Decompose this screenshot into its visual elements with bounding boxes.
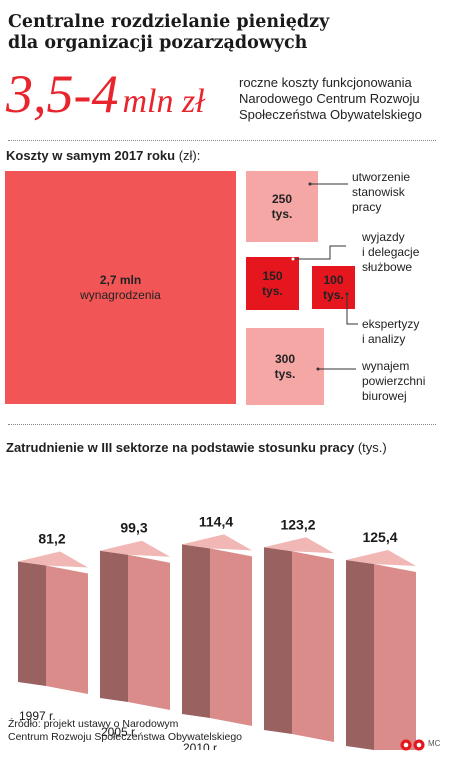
annotation-delegacje-line-1: wyjazdy — [362, 230, 405, 244]
cost-value-biuro: 300 tys. — [274, 351, 296, 381]
bar-4: 123,22012 r. — [264, 516, 334, 742]
divider-middle — [8, 424, 436, 425]
leader-ekspertyzy — [346, 294, 358, 325]
bar-1-side — [46, 565, 88, 694]
bar-2-top — [100, 540, 170, 557]
total-amount: 3,5-4 mln zł — [6, 64, 205, 124]
amount-desc-line-3: Społeczeństwa Obywatelskiego — [239, 107, 422, 122]
costs-section-label-unit: (zł): — [178, 148, 201, 163]
annotation-biuro: wynajem powierzchni biurowej — [362, 359, 425, 404]
total-amount-value: 3,5-4 — [6, 64, 119, 124]
cost-box-ekspertyzy: 100 tys. — [312, 266, 355, 309]
bar-3-front — [182, 544, 210, 718]
annotation-ekspertyzy-line-1: ekspertyzy — [362, 317, 420, 331]
annotation-delegacje: wyjazdy i delegacje służbowe — [362, 230, 419, 275]
bar-2-value-label: 99,3 — [120, 520, 147, 536]
total-amount-unit: mln zł — [122, 83, 205, 120]
cost-name-wynagrodzenia: wynagrodzenia — [80, 287, 161, 302]
leader-dot-biuro — [316, 367, 320, 371]
publisher-logo: MC — [400, 737, 444, 753]
source-note: Źródło: projekt ustawy o Narodowym Centr… — [8, 718, 242, 744]
employment-section-label-bold: Zatrudnienie w III sektorze na podstawie… — [6, 440, 355, 455]
annotation-stanowiska: utworzenie stanowisk pracy — [352, 170, 410, 215]
bar-1-top — [18, 551, 88, 568]
bar-2-front — [100, 550, 128, 702]
annotation-ekspertyzy: ekspertyzy i analizy — [362, 317, 419, 347]
bar-1: 81,2 1997 r. — [18, 531, 88, 723]
annotation-delegacje-line-2: i delegacje — [362, 245, 420, 259]
total-amount-description: roczne koszty funkcjonowania Narodowego … — [239, 75, 444, 123]
bar-4-side — [292, 551, 334, 742]
employment-bar-chart: 81,2 1997 r. 99,3 2005 r. 114,4 2010 r. 123,22… — [18, 513, 416, 750]
leader-dot-stanowiska — [308, 182, 312, 186]
annotation-stanowiska-line-3: pracy — [352, 200, 382, 214]
cost-box-stanowiska: 250 tys. — [246, 171, 318, 242]
cost-box-biuro: 300 tys. — [246, 328, 324, 405]
publisher-logo-text: MC — [428, 739, 441, 748]
bar-5-top — [346, 550, 416, 566]
cost-value-stanowiska: 250 tys. — [271, 191, 293, 221]
bar-3-top — [182, 534, 252, 551]
bar-1-year-label: 1997 r. — [19, 709, 56, 723]
amount-desc-line-2: Narodowego Centrum Rozwoju — [239, 91, 420, 106]
bar-2-year-label: 2005 r. — [101, 725, 138, 739]
costs-section-label-bold: Koszty w samym 2017 roku — [6, 148, 176, 163]
bar-4-top — [264, 537, 334, 554]
bar-4-front — [264, 547, 292, 734]
bar-5: 125,42014 r. — [346, 529, 416, 750]
employment-section-label-unit: (tys.) — [357, 440, 387, 455]
employment-section-label: Zatrudnienie w III sektorze na podstawie… — [6, 440, 387, 456]
leader-delegacje — [293, 245, 346, 260]
cost-box-delegacje: 150 tys. — [246, 257, 299, 310]
costs-section-label: Koszty w samym 2017 roku (zł): — [6, 148, 200, 164]
source-line-2: Centrum Rozwoju Społeczeństwa Obywatelsk… — [8, 731, 243, 743]
annotation-biuro-line-1: wynajem — [362, 359, 410, 373]
publisher-logo-icon — [400, 739, 425, 751]
bar-2-side — [128, 554, 170, 710]
bar-2: 99,3 2005 r. — [100, 520, 170, 739]
annotation-biuro-line-3: biurowej — [362, 389, 407, 403]
leader-dot-delegacje — [291, 257, 295, 261]
bar-1-front — [18, 561, 46, 686]
cost-value-ekspertyzy: 100 tys. — [323, 272, 344, 302]
chart-title-line-2: dla organizacji pozarządowych — [8, 33, 308, 53]
cost-value-delegacje: 150 tys. — [262, 268, 283, 298]
bar-5-front — [346, 560, 374, 750]
annotation-biuro-line-2: powierzchni — [362, 374, 426, 388]
leader-dot-ekspertyzy — [345, 292, 349, 296]
bar-3-side — [210, 548, 252, 726]
cost-value-wynagrodzenia: 2,7 mln — [99, 272, 142, 287]
amount-desc-line-1: roczne koszty funkcjonowania — [239, 75, 412, 90]
bar-3-year-label: 2010 r. — [183, 741, 220, 750]
bar-1-value-label: 81,2 — [38, 531, 65, 547]
bar-4-value-label: 123,2 — [280, 516, 315, 532]
cost-box-wynagrodzenia: 2,7 mln wynagrodzenia — [5, 171, 236, 404]
source-line-1: Źródło: projekt ustawy o Narodowym — [8, 718, 179, 730]
annotation-ekspertyzy-line-2: i analizy — [362, 332, 406, 346]
annotation-delegacje-line-3: służbowe — [362, 260, 413, 274]
annotation-stanowiska-line-1: utworzenie — [352, 170, 411, 184]
bar-5-side — [374, 564, 416, 750]
chart-title: Centralne rozdzielanie pieniędzy dla org… — [8, 12, 438, 54]
annotation-stanowiska-line-2: stanowisk — [352, 185, 405, 199]
bar-5-value-label: 125,4 — [362, 529, 397, 545]
annotation-leaders — [291, 182, 358, 371]
bar-3-value-label: 114,4 — [199, 513, 233, 529]
chart-title-line-1: Centralne rozdzielanie pieniędzy — [8, 12, 330, 32]
divider-top — [8, 140, 436, 141]
bar-3: 114,4 2010 r. — [182, 513, 252, 750]
